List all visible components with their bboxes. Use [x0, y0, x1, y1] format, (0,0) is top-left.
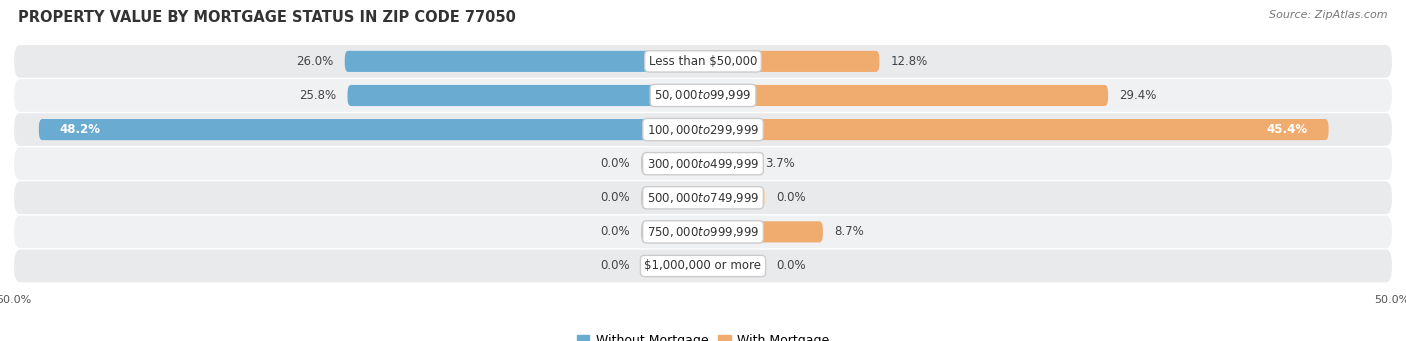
- FancyBboxPatch shape: [703, 153, 754, 174]
- FancyBboxPatch shape: [14, 113, 1392, 146]
- FancyBboxPatch shape: [703, 51, 879, 72]
- Text: Less than $50,000: Less than $50,000: [648, 55, 758, 68]
- Text: $750,000 to $999,999: $750,000 to $999,999: [647, 225, 759, 239]
- Text: 25.8%: 25.8%: [299, 89, 336, 102]
- Text: PROPERTY VALUE BY MORTGAGE STATUS IN ZIP CODE 77050: PROPERTY VALUE BY MORTGAGE STATUS IN ZIP…: [18, 10, 516, 25]
- Text: 0.0%: 0.0%: [776, 191, 806, 204]
- FancyBboxPatch shape: [703, 85, 1108, 106]
- Text: $500,000 to $749,999: $500,000 to $749,999: [647, 191, 759, 205]
- FancyBboxPatch shape: [703, 221, 823, 242]
- Text: $1,000,000 or more: $1,000,000 or more: [644, 260, 762, 272]
- Text: 0.0%: 0.0%: [600, 191, 630, 204]
- Text: Source: ZipAtlas.com: Source: ZipAtlas.com: [1270, 10, 1388, 20]
- Legend: Without Mortgage, With Mortgage: Without Mortgage, With Mortgage: [572, 329, 834, 341]
- FancyBboxPatch shape: [641, 255, 703, 277]
- FancyBboxPatch shape: [14, 250, 1392, 282]
- FancyBboxPatch shape: [641, 153, 703, 174]
- Text: 29.4%: 29.4%: [1119, 89, 1157, 102]
- FancyBboxPatch shape: [347, 85, 703, 106]
- Text: 0.0%: 0.0%: [600, 157, 630, 170]
- FancyBboxPatch shape: [14, 181, 1392, 214]
- FancyBboxPatch shape: [14, 79, 1392, 112]
- Text: 0.0%: 0.0%: [776, 260, 806, 272]
- FancyBboxPatch shape: [703, 255, 765, 277]
- FancyBboxPatch shape: [344, 51, 703, 72]
- FancyBboxPatch shape: [14, 147, 1392, 180]
- Text: $50,000 to $99,999: $50,000 to $99,999: [654, 88, 752, 103]
- FancyBboxPatch shape: [703, 119, 1329, 140]
- FancyBboxPatch shape: [641, 221, 703, 242]
- Text: 48.2%: 48.2%: [59, 123, 101, 136]
- Text: 0.0%: 0.0%: [600, 260, 630, 272]
- Text: 12.8%: 12.8%: [890, 55, 928, 68]
- Text: 26.0%: 26.0%: [297, 55, 333, 68]
- Text: 8.7%: 8.7%: [834, 225, 863, 238]
- Text: 45.4%: 45.4%: [1267, 123, 1308, 136]
- FancyBboxPatch shape: [14, 216, 1392, 248]
- Text: $100,000 to $299,999: $100,000 to $299,999: [647, 122, 759, 137]
- FancyBboxPatch shape: [703, 187, 765, 208]
- Text: 0.0%: 0.0%: [600, 225, 630, 238]
- FancyBboxPatch shape: [641, 187, 703, 208]
- FancyBboxPatch shape: [14, 45, 1392, 78]
- FancyBboxPatch shape: [39, 119, 703, 140]
- Text: 3.7%: 3.7%: [765, 157, 794, 170]
- Text: $300,000 to $499,999: $300,000 to $499,999: [647, 157, 759, 171]
